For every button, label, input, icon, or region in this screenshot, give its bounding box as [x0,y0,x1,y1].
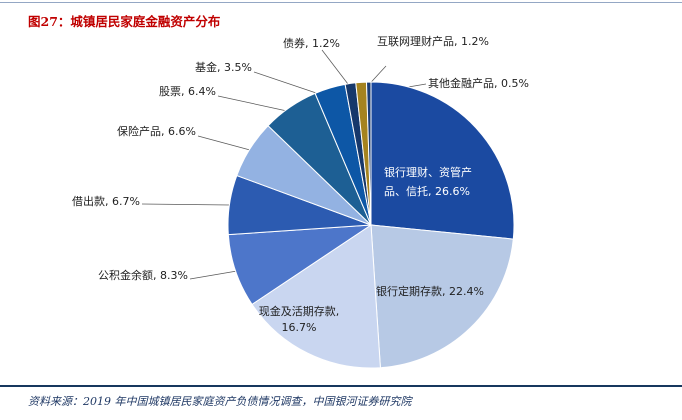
slice-label-time-deposit: 银行定期存款, 22.4% [376,285,484,298]
bottom-rule [0,385,682,387]
pie-slice-2 [251,224,381,369]
source-note: 资料来源：2019 年中国城镇居民家庭资产负债情况调查，中国银河证券研究院 [28,395,412,408]
slice-label-wmp-trust: 银行理财、资管产品、信托, 26.6% [384,166,472,198]
slice-label-insurance: 保险产品, 6.6% [117,125,196,138]
slice-label-internet-wmp: 互联网理财产品, 1.2% [377,35,489,48]
pie-slice-1 [370,224,514,369]
slice-label-provident-fund: 公积金余额, 8.3% [98,269,188,282]
slice-label-fund: 基金, 3.5% [195,61,252,74]
slice-label-bond: 债券, 1.2% [283,37,340,50]
leader-line-insurance [197,135,251,151]
slice-label-cash-deposit: 现金及活期存款, 16.7% [258,305,340,334]
leader-line-stock [217,95,288,112]
top-rule [0,2,682,3]
leader-line-lending [141,203,231,206]
slice-label-lending: 借出款, 6.7% [72,195,140,208]
slice-label-stock: 股票, 6.4% [159,85,216,98]
leader-line-bond [321,49,352,89]
pie-slice-0 [370,81,515,240]
figure-title: 图27：城镇居民家庭金融资产分布 [28,14,221,29]
pie-slices [227,81,515,369]
slice-label-other-products: 其他金融产品, 0.5% [428,77,529,90]
leader-line-provident-fund [189,270,238,280]
pie-slice-10 [365,81,372,226]
